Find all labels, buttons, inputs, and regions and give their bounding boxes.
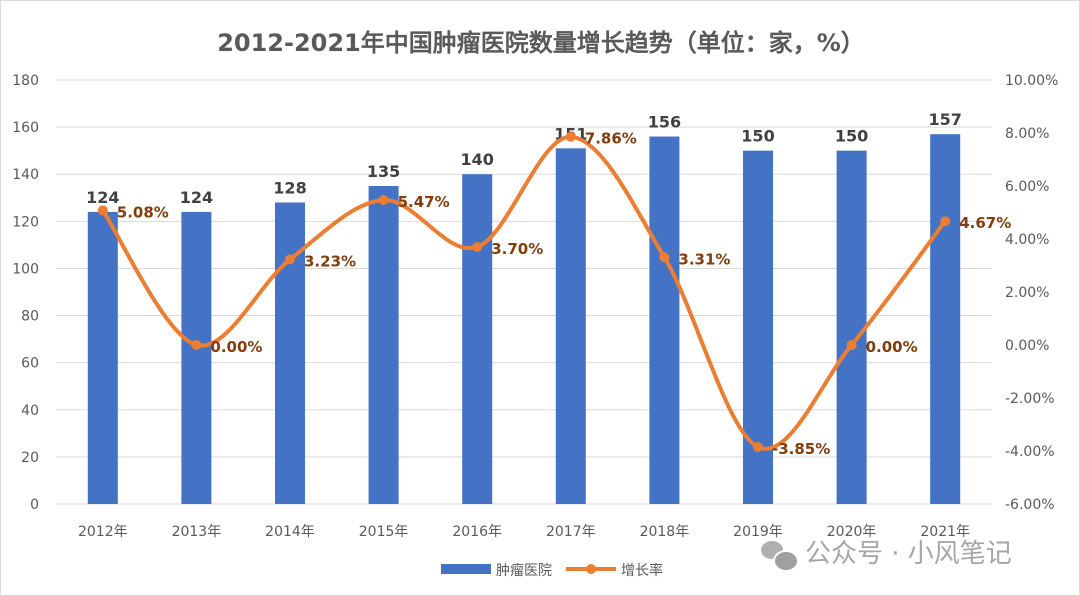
right-tick-label: 8.00% [1005,126,1049,142]
left-tick-label: 180 [12,73,39,89]
right-tick-label: 0.00% [1005,338,1049,354]
line-point [378,195,389,206]
line-data-label: 0.00% [210,338,262,356]
right-tick-label: 4.00% [1005,232,1049,248]
bar [836,150,867,504]
left-tick-label: 140 [12,167,39,183]
line-point [940,216,951,227]
right-tick-label: -2.00% [1005,391,1055,407]
bar-data-label: 150 [741,127,774,146]
bar-data-label: 157 [928,110,961,129]
line-point [753,442,763,453]
x-tick-label: 2020年 [827,524,877,540]
line-point [659,252,670,263]
bar-data-label: 128 [273,178,306,197]
x-tick-label: 2014年 [265,524,315,540]
bar [275,202,305,504]
bar-data-label: 135 [367,162,400,181]
line-point [285,254,295,265]
x-tick-label: 2021年 [920,524,970,540]
bar-data-label: 156 [648,113,681,132]
watermark-text: 公众号 · 小风笔记 [805,539,1012,569]
right-tick-label: 6.00% [1005,179,1049,195]
bar [555,148,586,505]
watermark: 公众号 · 小风笔记 [761,533,1012,572]
left-tick-label: 60 [21,356,39,372]
chart-title: 2012-2021年中国肿瘤医院数量增长趋势（单位：家，%） [217,29,865,57]
bar-data-label: 124 [86,188,119,207]
left-tick-label: 120 [12,214,39,230]
line-point [191,340,202,350]
line-data-label: 5.08% [117,203,169,221]
line-data-label: 5.47% [398,193,450,211]
bar-data-label: 150 [835,127,868,146]
line-point [472,241,483,252]
legend-bar-swatch [441,564,491,574]
x-tick-label: 2016年 [452,524,502,540]
x-tick-label: 2018年 [640,524,690,540]
x-tick-label: 2019年 [733,524,783,540]
left-tick-label: 100 [12,261,39,277]
bar [649,136,680,505]
legend-line-marker [586,564,596,574]
line-data-label: 3.70% [491,240,543,258]
x-tick-label: 2013年 [172,524,222,540]
line-data-label: -3.85% [772,440,830,458]
line-data-label: 3.31% [678,250,730,268]
bar-data-label: 140 [460,150,493,169]
x-tick-label: 2012年 [78,524,128,540]
right-tick-label: 10.00% [1005,73,1058,89]
line-data-label: 0.00% [866,338,918,356]
legend-bar-label: 肿瘤医院 [496,562,552,579]
line-data-label: 7.86% [585,130,637,148]
line-point [846,340,857,350]
bar [181,211,212,504]
line-point [97,205,108,216]
left-tick-label: 0 [30,497,39,513]
left-tick-label: 20 [21,450,39,466]
left-tick-label: 80 [21,309,39,325]
bar [368,186,399,504]
bar-data-label: 124 [180,188,213,207]
x-tick-label: 2017年 [546,524,596,540]
line-data-label: 3.23% [304,252,356,270]
x-tick-label: 2015年 [359,524,409,540]
wechat-icon [761,540,799,572]
growth-line [101,134,947,451]
bar [462,174,493,504]
legend-line-label: 增长率 [621,562,663,579]
right-tick-label: -6.00% [1005,497,1055,513]
right-tick-label: -4.00% [1005,444,1055,460]
line-data-label: 4.67% [959,214,1011,232]
bar [930,134,961,504]
line-point [565,131,576,142]
bar [87,211,118,504]
right-tick-label: 2.00% [1005,285,1049,301]
left-tick-label: 40 [21,403,39,419]
left-tick-label: 160 [12,120,39,136]
